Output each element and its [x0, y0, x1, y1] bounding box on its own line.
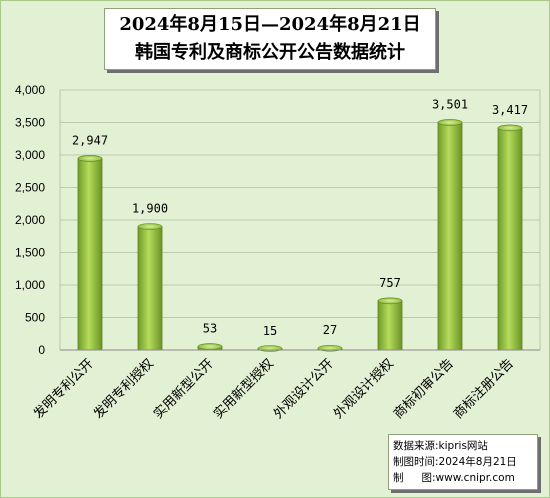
chart-title-line1: 2024年8月15日—2024年8月21日: [119, 14, 421, 35]
bar: [377, 297, 403, 351]
bar: [497, 124, 523, 351]
date-value: 2024年8月21日: [438, 456, 517, 468]
maker-label-a: 制: [393, 472, 404, 484]
y-tick-label: 2,500: [15, 181, 45, 195]
x-tick-label: 商标注册公告: [451, 356, 517, 422]
data-label: 1,900: [132, 202, 168, 216]
x-tick-label: 发明专利公开: [30, 356, 96, 422]
y-tick-label: 0: [38, 343, 45, 357]
data-label: 757: [379, 276, 401, 290]
x-tick-label: 商标初审公告: [391, 356, 457, 422]
y-tick-label: 1,000: [15, 278, 45, 292]
bar: [137, 223, 163, 351]
data-label: 53: [203, 322, 217, 336]
source-row: 数据来源:kipris网站: [393, 438, 533, 454]
maker-row: 制 图:www.cnipr.com: [393, 470, 533, 486]
data-label: 3,501: [432, 97, 468, 111]
maker-label-b: 图:: [421, 472, 436, 484]
x-tick-label: 发明专利授权: [90, 356, 156, 422]
source-label: 数据来源:: [393, 440, 439, 452]
source-value: kipris网站: [438, 440, 488, 452]
data-labels: 2,947 1,900 53 15 27 757 3,501 3,417: [72, 97, 528, 338]
x-tick-label: 实用新型公开: [150, 356, 216, 422]
chart-title-line2: 韩国专利及商标公开公告数据统计: [135, 42, 405, 63]
data-label: 15: [263, 324, 277, 338]
data-label: 27: [323, 323, 337, 337]
source-note-box: 数据来源:kipris网站 制图时间:2024年8月21日 制 图:www.cni…: [388, 434, 538, 490]
y-tick-label: 4,000: [15, 83, 45, 97]
y-tick-label: 3,000: [15, 148, 45, 162]
date-row: 制图时间:2024年8月21日: [393, 454, 533, 470]
bar: [197, 343, 223, 351]
maker-value: www.cnipr.com: [435, 472, 515, 484]
bar: [257, 345, 283, 352]
y-tick-label: 2,000: [15, 213, 45, 227]
x-tick-label: 外观设计公开: [271, 356, 337, 422]
y-axis-ticks: 0 500 1,000 1,500 2,000 2,500 3,000 3,500 4,000: [15, 83, 45, 357]
x-tick-label: 外观设计授权: [330, 356, 396, 422]
data-label: 2,947: [72, 133, 108, 147]
bar: [77, 155, 103, 351]
data-label: 3,417: [492, 103, 528, 117]
x-axis-ticks: 发明专利公开发明专利授权实用新型公开实用新型授权外观设计公开外观设计授权商标初审…: [30, 356, 516, 422]
bar: [437, 119, 463, 351]
x-tick-label: 实用新型授权: [210, 356, 276, 422]
y-tick-label: 1,500: [15, 246, 45, 260]
y-tick-label: 500: [25, 311, 45, 325]
y-tick-label: 3,500: [15, 116, 45, 130]
chart-title-box: 2024年8月15日—2024年8月21日 韩国专利及商标公开公告数据统计: [104, 8, 436, 70]
date-label: 制图时间:: [393, 456, 439, 468]
